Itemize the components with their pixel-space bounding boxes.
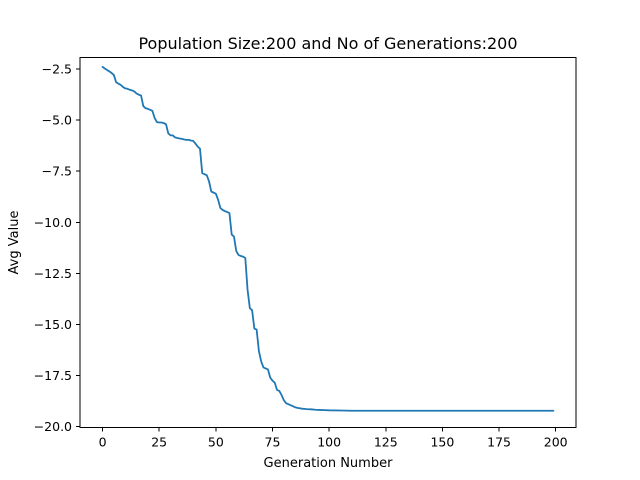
- y-tick-label: −20.0: [34, 419, 72, 434]
- y-axis-ticks: −2.5 −5.0 −7.5 −10.0 −12.5 −15.0 −17.5 −20.0: [34, 61, 80, 434]
- y-tick-label: −5.0: [42, 113, 72, 128]
- y-tick-label: −15.0: [34, 317, 72, 332]
- x-axis-label: Generation Number: [264, 456, 394, 471]
- x-tick-label: 25: [151, 435, 167, 450]
- x-tick-label: 100: [317, 435, 341, 450]
- series-line: [101, 66, 555, 412]
- plot-area-frame: [79, 57, 577, 428]
- y-tick-label: −2.5: [42, 61, 72, 76]
- x-tick-label: 175: [487, 435, 511, 450]
- x-tick-label: 50: [208, 435, 224, 450]
- y-axis-label: Avg Value: [7, 211, 22, 275]
- x-tick-label: 75: [265, 435, 281, 450]
- y-tick-label: −10.0: [34, 215, 72, 230]
- x-tick-label: 200: [544, 435, 568, 450]
- y-tick-label: −7.5: [42, 164, 72, 179]
- y-tick-label: −17.5: [34, 368, 72, 383]
- y-tick-label: −12.5: [34, 266, 72, 281]
- chart-title: Population Size:200 and No of Generation…: [138, 34, 517, 53]
- x-tick-label: 125: [374, 435, 398, 450]
- x-axis-ticks: 0 25 50 75 100 125 150 175 200: [99, 427, 568, 450]
- x-tick-label: 150: [430, 435, 454, 450]
- x-tick-label: 0: [99, 435, 107, 450]
